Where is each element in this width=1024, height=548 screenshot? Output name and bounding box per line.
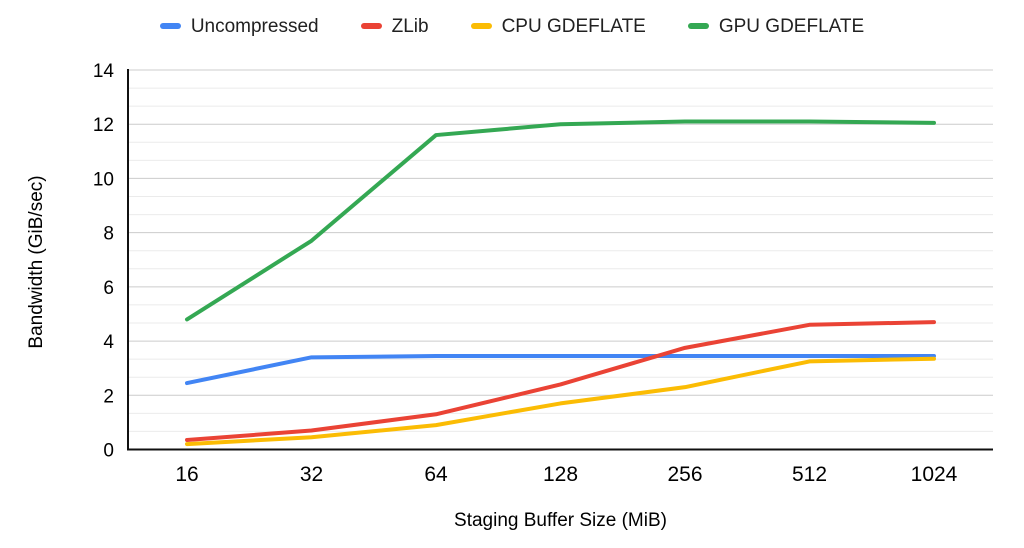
- y-tick-label: 0: [103, 441, 114, 462]
- y-tick-label: 4: [103, 332, 114, 353]
- legend-label: CPU GDEFLATE: [501, 15, 646, 37]
- x-tick-label: 1024: [911, 463, 958, 486]
- y-axis-title: Bandwidth (GiB/sec): [26, 175, 47, 349]
- x-tick-label: 16: [175, 463, 198, 486]
- y-tick-label: 6: [103, 278, 114, 299]
- legend-item-gpu-gdeflate: GPU GDEFLATE: [687, 15, 865, 37]
- y-tick-label: 2: [103, 386, 114, 407]
- y-tick-label: 8: [103, 224, 114, 245]
- x-tick-label: 128: [543, 463, 578, 486]
- legend-swatch-gpu-gdeflate: [687, 23, 709, 29]
- legend-item-zlib: ZLib: [360, 15, 429, 37]
- legend-label: Uncompressed: [190, 15, 319, 37]
- series-line-zlib: [185, 320, 936, 443]
- legend-item-uncompressed: Uncompressed: [159, 15, 319, 37]
- chart-legend: Uncompressed ZLib CPU GDEFLATE GPU GDEFLATE: [0, 12, 1024, 40]
- legend-swatch-zlib: [360, 23, 382, 29]
- x-tick-label: 32: [300, 463, 323, 486]
- legend-swatch-uncompressed: [159, 23, 181, 29]
- legend-label: GPU GDEFLATE: [718, 15, 865, 37]
- x-tick-label: 64: [424, 463, 448, 486]
- x-tick-label: 256: [667, 463, 702, 486]
- series-line-gpu-gdeflate: [185, 119, 936, 322]
- x-axis-title: Staging Buffer Size (MiB): [454, 510, 667, 531]
- series-line-uncompressed: [185, 353, 936, 386]
- x-tick-label: 512: [792, 463, 827, 486]
- y-tick-label: 14: [93, 61, 115, 82]
- legend-item-cpu-gdeflate: CPU GDEFLATE: [470, 15, 646, 37]
- y-tick-label: 10: [93, 169, 114, 190]
- legend-swatch-cpu-gdeflate: [470, 23, 492, 29]
- legend-label: ZLib: [391, 15, 429, 37]
- y-tick-label: 12: [93, 115, 114, 136]
- series-line-cpu-gdeflate: [185, 356, 936, 447]
